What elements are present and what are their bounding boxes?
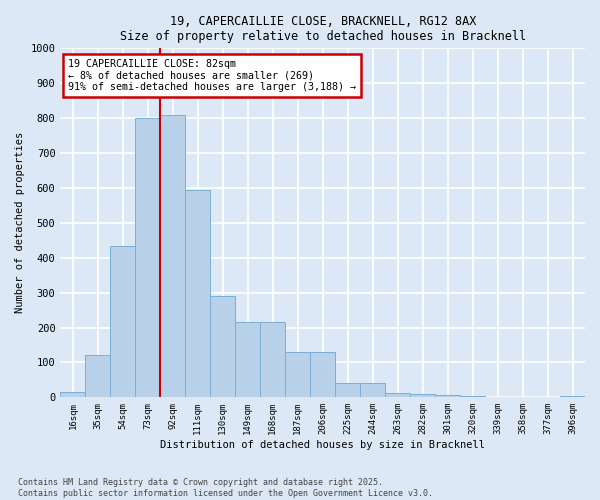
Bar — [385, 393, 410, 398]
Bar — [185, 190, 210, 398]
Bar — [110, 246, 136, 398]
Bar — [485, 396, 510, 398]
Bar — [560, 396, 585, 398]
Bar — [85, 356, 110, 398]
Bar — [160, 114, 185, 398]
Bar — [360, 384, 385, 398]
Bar — [210, 296, 235, 398]
Bar — [260, 322, 285, 398]
Bar — [435, 395, 460, 398]
Text: Contains HM Land Registry data © Crown copyright and database right 2025.
Contai: Contains HM Land Registry data © Crown c… — [18, 478, 433, 498]
Bar — [410, 394, 435, 398]
Y-axis label: Number of detached properties: Number of detached properties — [15, 132, 25, 314]
Bar — [460, 396, 485, 398]
Bar — [61, 392, 85, 398]
Title: 19, CAPERCAILLIE CLOSE, BRACKNELL, RG12 8AX
Size of property relative to detache: 19, CAPERCAILLIE CLOSE, BRACKNELL, RG12 … — [119, 15, 526, 43]
Bar — [136, 118, 160, 398]
Bar — [310, 352, 335, 398]
Bar — [285, 352, 310, 398]
Text: 19 CAPERCAILLIE CLOSE: 82sqm
← 8% of detached houses are smaller (269)
91% of se: 19 CAPERCAILLIE CLOSE: 82sqm ← 8% of det… — [68, 59, 356, 92]
X-axis label: Distribution of detached houses by size in Bracknell: Distribution of detached houses by size … — [160, 440, 485, 450]
Bar — [235, 322, 260, 398]
Bar — [335, 382, 360, 398]
